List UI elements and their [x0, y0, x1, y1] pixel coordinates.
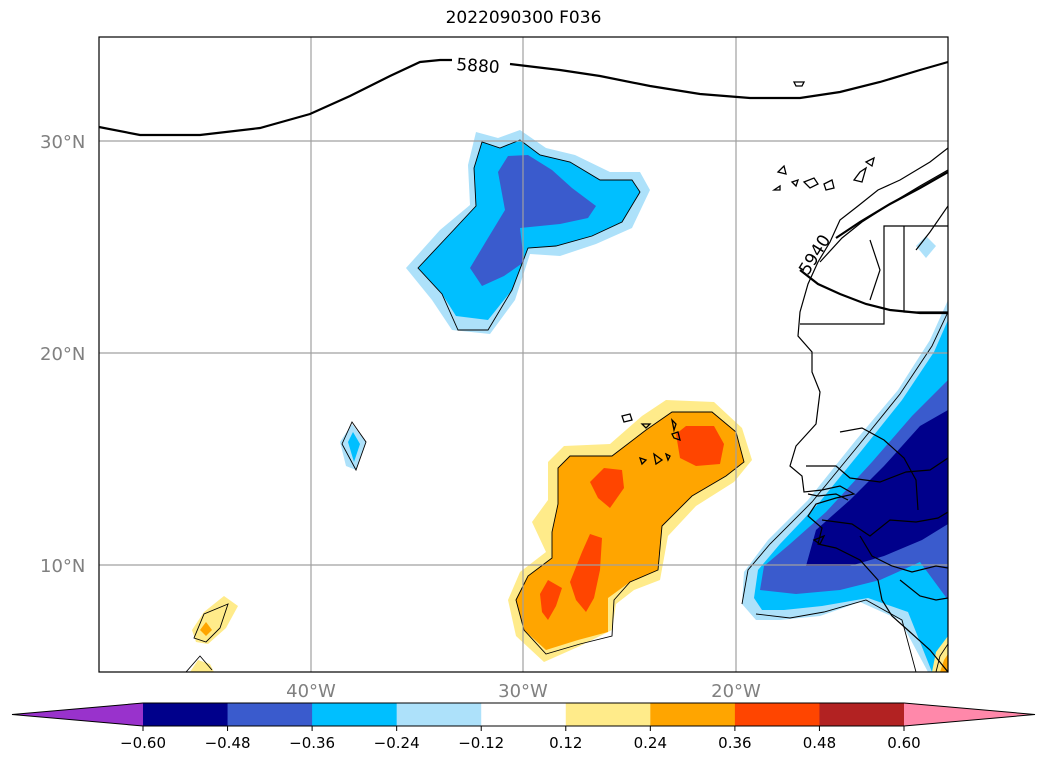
contour-5880 [98, 58, 452, 137]
colorbar-segment [143, 703, 229, 726]
inland-border-4 [869, 239, 881, 301]
field-outlines [185, 139, 948, 672]
coastlines [789, 147, 948, 672]
gridlines [99, 37, 948, 672]
outline-east [741, 311, 948, 605]
darkblue-shade-east [806, 410, 948, 566]
lat-label-20n: 20°N [40, 344, 85, 365]
island-cv-6 [653, 452, 664, 466]
cyan-shade-east-small [916, 236, 936, 258]
outline-southwest-2 [185, 655, 213, 672]
gambia-outline [807, 493, 849, 501]
outline-south [515, 411, 745, 655]
islands [621, 81, 875, 545]
inland-border-3 [915, 205, 948, 251]
mauritania-border [800, 225, 948, 325]
yellow-shade-southwest [192, 596, 238, 644]
colorbar-tick-label: −0.36 [289, 734, 335, 752]
colorbar-tick-label: 0.60 [887, 734, 920, 752]
island-cv-3 [670, 418, 677, 433]
colorbar-tick-label: 0.48 [803, 734, 836, 752]
colorbar-tick-label: 0.36 [718, 734, 751, 752]
red-shade-south-3 [570, 534, 602, 612]
colorbar-segment [819, 703, 905, 726]
island-canary-4 [823, 179, 835, 191]
shaded-field [190, 130, 948, 672]
island-bissagos [812, 534, 826, 545]
outline-southeast [935, 643, 948, 672]
inland-border-2 [859, 535, 948, 573]
orange-shade-southwest [200, 622, 212, 636]
colorbar-segment [565, 703, 651, 726]
colorbar-tick-label: −0.12 [458, 734, 504, 752]
island-cv-1 [621, 413, 633, 423]
colorbar-tick-label: 0.24 [634, 734, 667, 752]
outline-southwest [193, 603, 229, 643]
yellow-shade-southwest-2 [190, 660, 214, 672]
lat-label-30n: 30°N [40, 132, 85, 153]
contour-5880-b [509, 60, 949, 100]
inland-border-1 [839, 427, 919, 511]
contour-label-5940: 5940 [795, 231, 835, 278]
island-madeira [792, 81, 806, 87]
colorbar-tick-label: −0.24 [374, 734, 420, 752]
island-canary-6 [864, 156, 875, 168]
island-canary-1 [776, 164, 787, 175]
colorbar-segment [734, 703, 820, 726]
contour-label-5880: 5880 [456, 55, 501, 78]
contour-5940 [835, 171, 949, 239]
island-cv-7 [664, 452, 671, 462]
height-contours [98, 58, 949, 315]
axes-frame [98, 36, 949, 673]
colorbar-extend-high [904, 703, 1035, 726]
royalblue-shade-north [470, 155, 596, 286]
lat-label-10n: 10°N [40, 556, 85, 577]
colorbar-extend-low [12, 703, 143, 726]
island-canary-3 [802, 177, 819, 189]
colorbar-segment [396, 703, 482, 726]
guinea-border [821, 511, 948, 537]
island-canary-2 [790, 178, 800, 188]
map-title: 2022090300 F036 [445, 8, 602, 28]
lon-label-40w: 40°W [286, 681, 336, 702]
colorbar-tick-label: 0.12 [549, 734, 582, 752]
colorbar-segment [227, 703, 313, 726]
contour-5940-b [799, 269, 948, 315]
colorbar-segment [481, 703, 567, 726]
lon-label-30w: 30°W [498, 681, 548, 702]
outline-east-bottom [755, 599, 917, 672]
red-shade-south-4 [540, 580, 562, 620]
colorbar-segment [650, 703, 736, 726]
colorbar-segment [312, 703, 398, 726]
inland-border-5 [899, 579, 948, 601]
senegal-border [806, 457, 948, 483]
blue-shade-north [418, 140, 640, 320]
africa-coast [789, 147, 948, 672]
orange-shade-southeast [940, 654, 948, 672]
colorbar-tick-label: −0.60 [120, 734, 166, 752]
island-canary-7 [771, 184, 781, 191]
lon-label-20w: 20°W [711, 681, 761, 702]
red-shade-south-2 [590, 468, 624, 508]
blue-shade-west-small [348, 432, 360, 462]
outline-north [417, 139, 641, 331]
outline-west-small [341, 421, 367, 472]
island-cv-2 [640, 423, 652, 429]
island-canary-5 [852, 166, 868, 183]
island-cv-5 [638, 456, 648, 466]
colorbar: −0.60 −0.48 −0.36 −0.24 −0.12 0.12 0.24 0.36 0.4… [11, 702, 1036, 752]
colorbar-tick-label: −0.48 [205, 734, 251, 752]
island-cv-4 [671, 431, 681, 441]
red-shade-south-1 [676, 426, 724, 466]
